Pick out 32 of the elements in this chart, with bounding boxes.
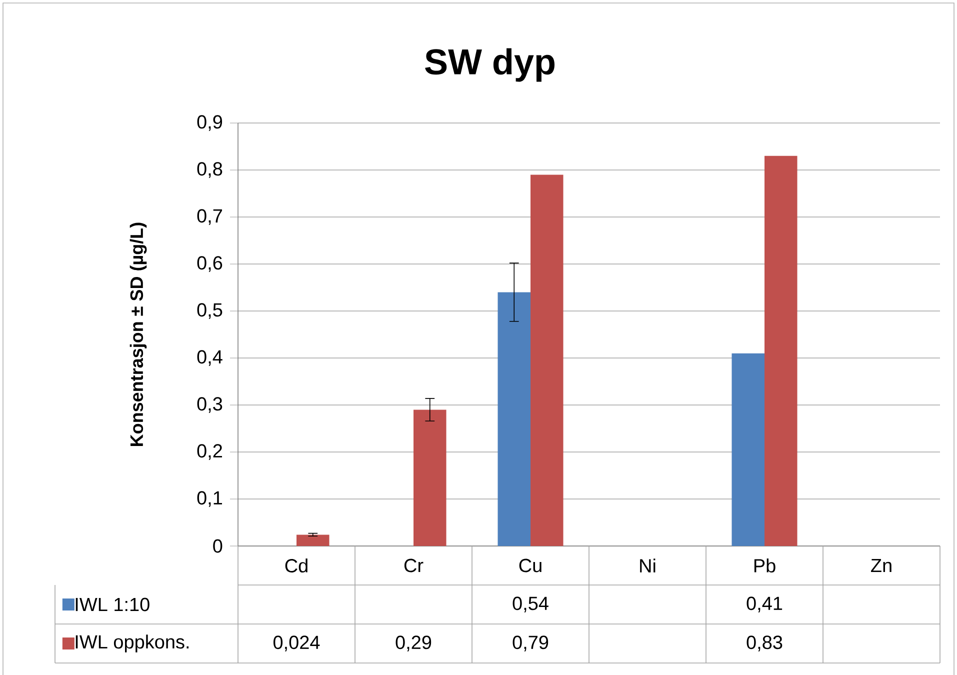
y-tick-label: 0,1 <box>197 491 222 507</box>
bar <box>530 174 564 546</box>
y-tick-label: 0,7 <box>197 209 222 225</box>
bar <box>296 534 330 546</box>
chart-title: SW dyp <box>425 48 555 82</box>
bar <box>764 156 798 546</box>
data-label: 0,41 <box>746 596 782 612</box>
data-label: 0,83 <box>746 636 782 652</box>
y-tick-label: 0 <box>213 539 222 553</box>
x-tick-label: Zn <box>871 558 892 572</box>
legend-label: IWL 1:10 <box>76 598 150 612</box>
y-axis-title: Konsentrasjon ± SD (µg/L) <box>130 222 147 446</box>
y-tick-label: 0,5 <box>197 303 222 319</box>
y-tick-label: 0,4 <box>197 350 222 366</box>
legend-label: IWL oppkons. <box>76 634 189 652</box>
x-tick-label: Ni <box>640 558 656 572</box>
data-label: 0,29 <box>396 636 432 652</box>
data-label: 0,54 <box>512 596 548 612</box>
y-tick-label: 0,8 <box>197 162 222 178</box>
y-tick-label: 0,6 <box>197 256 222 272</box>
data-label: 0,024 <box>273 636 320 652</box>
y-tick-label: 0,9 <box>197 115 222 131</box>
x-tick-label: Cu <box>519 558 542 572</box>
bar <box>498 292 530 546</box>
x-tick-label: Pb <box>754 558 776 572</box>
x-tick-label: Cd <box>285 558 308 572</box>
bar <box>414 410 446 546</box>
y-tick-label: 0,3 <box>197 397 222 413</box>
data-label: 0,79 <box>512 636 548 652</box>
y-tick-label: 0,2 <box>197 444 222 460</box>
x-tick-label: Cr <box>404 558 424 572</box>
bar <box>732 353 764 546</box>
